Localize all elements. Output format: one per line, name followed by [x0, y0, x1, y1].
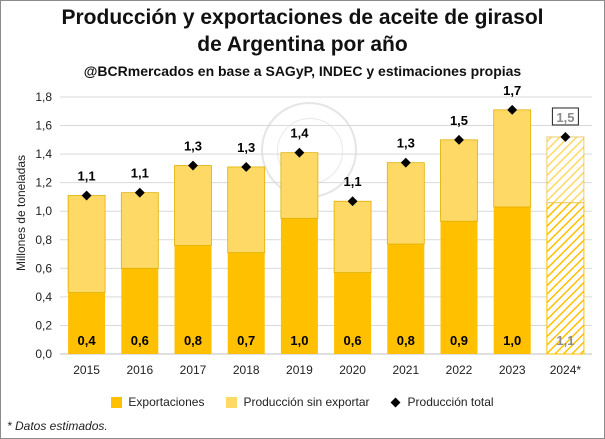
data-label-exportaciones: 0,6 [131, 333, 149, 348]
data-label-exportaciones: 1,1 [556, 333, 574, 348]
y-tick-label: 1,0 [35, 204, 52, 218]
y-tick-label: 0,6 [35, 261, 52, 275]
marker-produccion-total [400, 157, 411, 168]
data-label-total: 1,3 [184, 139, 202, 154]
estimated-label-box [551, 107, 579, 126]
data-label-total: 1,1 [131, 166, 149, 181]
bar-sin-exportar [120, 192, 159, 269]
y-tick-label: 1,8 [35, 90, 52, 104]
legend-marker-total [390, 397, 400, 407]
bar-exportaciones [280, 218, 318, 354]
data-label-total: 1,1 [78, 169, 96, 184]
x-tick-label: 2023 [499, 363, 526, 377]
bar-sin-exportar [386, 162, 425, 245]
y-tick-label: 0,0 [35, 347, 52, 361]
marker-produccion-total [347, 196, 358, 207]
y-tick-label: 0,2 [35, 318, 52, 332]
bar-sin-exportar [440, 139, 478, 222]
bar-sin-exportar [493, 109, 532, 208]
y-tick-label: 0,4 [35, 290, 52, 304]
marker-produccion-total [454, 134, 464, 145]
data-label-total: 1,1 [344, 174, 362, 189]
data-label-total: 1,3 [237, 140, 255, 155]
bar-exportaciones [334, 272, 372, 354]
y-tick-label: 0,8 [35, 233, 52, 247]
y-tick-label: 1,2 [35, 176, 52, 190]
marker-produccion-total [81, 190, 92, 201]
data-label-exportaciones: 1,0 [503, 333, 521, 348]
x-tick-label: 2019 [286, 363, 313, 377]
bar-exportaciones [546, 202, 585, 355]
bar-exportaciones [227, 252, 265, 354]
legend-label-sin-exportar: Producción sin exportar [243, 395, 370, 409]
marker-produccion-total [188, 160, 198, 171]
legend-swatch-sin-exportar [226, 396, 238, 408]
bar-sin-exportar [174, 165, 212, 246]
chart-title-line-1: Producción y exportaciones de aceite de … [61, 6, 544, 29]
bar-exportaciones [68, 292, 106, 354]
bar-exportaciones [121, 268, 159, 354]
bar-exportaciones [440, 221, 478, 354]
legend-item-total: Producción total [390, 395, 494, 409]
data-label-total: 1,7 [503, 83, 521, 98]
y-tick-label: 1,6 [35, 119, 52, 133]
x-tick-label: 2022 [446, 363, 473, 377]
bar-sin-exportar [67, 195, 106, 294]
bar-exportaciones [493, 206, 531, 354]
legend-item-sin-exportar: Producción sin exportar [226, 395, 370, 409]
data-label-exportaciones: 0,7 [237, 333, 255, 348]
x-tick-label: 2018 [233, 363, 260, 377]
bar-sin-exportar [546, 136, 585, 204]
bar-sin-exportar [333, 200, 372, 274]
y-tick-label: 1,4 [35, 147, 52, 161]
x-tick-label: 2021 [392, 363, 419, 377]
chart-legend: Exportaciones Producción sin exportar Pr… [0, 395, 605, 409]
marker-produccion-total [294, 147, 305, 158]
marker-produccion-total [241, 162, 252, 172]
bar-exportaciones [387, 244, 425, 354]
bar-sin-exportar [227, 166, 266, 254]
legend-swatch-exportaciones [111, 396, 123, 408]
data-label-total: 1,5 [450, 113, 468, 128]
legend-label-exportaciones: Exportaciones [128, 395, 205, 409]
legend-item-exportaciones: Exportaciones [111, 395, 204, 409]
data-label-exportaciones: 0,4 [78, 333, 97, 348]
chart-title-line-2: de Argentina por año [197, 33, 408, 56]
x-tick-label: 2015 [73, 363, 100, 377]
data-label-total: 1,5 [556, 110, 574, 125]
bar-sin-exportar [280, 152, 319, 219]
data-label-exportaciones: 1,0 [290, 333, 308, 348]
data-label-exportaciones: 0,9 [450, 333, 468, 348]
bar-exportaciones [174, 245, 212, 354]
data-label-exportaciones: 0,8 [397, 333, 415, 348]
legend-label-total: Producción total [407, 395, 494, 409]
x-tick-label: 2020 [339, 363, 366, 377]
data-label-exportaciones: 0,6 [344, 333, 362, 348]
data-label-exportaciones: 0,8 [184, 333, 202, 348]
footnote: * Datos estimados. [7, 419, 108, 433]
data-label-total: 1,3 [397, 136, 415, 151]
x-tick-label: 2024* [550, 363, 582, 377]
marker-produccion-total [560, 132, 571, 142]
chart-subtitle: @BCRmercados en base a SAGyP, INDEC y es… [83, 63, 522, 79]
x-tick-label: 2016 [126, 363, 153, 377]
x-tick-label: 2017 [180, 363, 207, 377]
marker-produccion-total [134, 187, 145, 198]
data-label-total: 1,4 [290, 126, 309, 141]
